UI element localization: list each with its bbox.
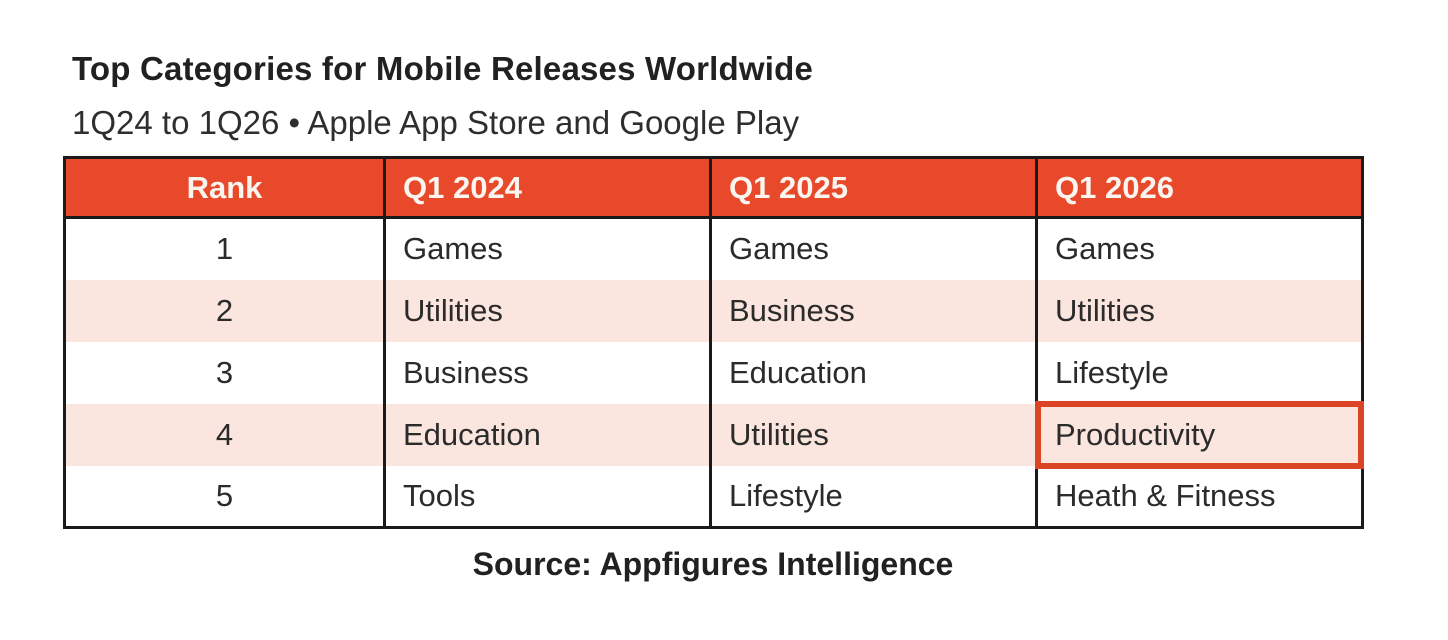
category-cell: Business bbox=[709, 279, 1037, 342]
infographic: Top Categories for Mobile Releases World… bbox=[63, 0, 1364, 583]
column-header-q1-2025: Q1 2025 bbox=[709, 157, 1037, 219]
column-header-rank: Rank bbox=[64, 157, 385, 219]
categories-table: Rank Q1 2024 Q1 2025 Q1 2026 1 Games Games… bbox=[63, 156, 1364, 529]
category-cell: Tools bbox=[383, 465, 711, 528]
rank-cell: 4 bbox=[64, 403, 385, 466]
category-cell: Utilities bbox=[709, 403, 1037, 466]
rank-cell: 1 bbox=[64, 217, 385, 280]
rank-cell: 3 bbox=[64, 341, 385, 404]
category-cell: Business bbox=[383, 341, 711, 404]
table-row: 3 Business Education Lifestyle bbox=[64, 341, 1363, 404]
table-row: 2 Utilities Business Utilities bbox=[64, 279, 1363, 342]
rank-cell: 5 bbox=[64, 465, 385, 528]
category-cell: Games bbox=[383, 217, 711, 280]
rank-cell: 2 bbox=[64, 279, 385, 342]
category-cell: Utilities bbox=[383, 279, 711, 342]
chart-subtitle: 1Q24 to 1Q26 • Apple App Store and Googl… bbox=[72, 104, 800, 141]
category-cell: Utilities bbox=[1035, 279, 1363, 342]
category-cell: Education bbox=[709, 341, 1037, 404]
category-cell: Productivity bbox=[1035, 400, 1364, 469]
header-row: Rank Q1 2024 Q1 2025 Q1 2026 bbox=[64, 157, 1363, 219]
category-cell: Education bbox=[383, 403, 711, 466]
category-cell: Games bbox=[1035, 217, 1363, 280]
source-caption: Source: Appfigures Intelligence bbox=[472, 546, 954, 582]
table-row: 4 Education Utilities Productivity bbox=[64, 400, 1364, 469]
category-cell: Lifestyle bbox=[1035, 341, 1363, 404]
category-cell: Games bbox=[709, 217, 1037, 280]
highlight-frame bbox=[1035, 400, 1364, 469]
table-row: 5 Tools Lifestyle Heath & Fitness bbox=[64, 465, 1363, 528]
chart-title: Top Categories for Mobile Releases World… bbox=[72, 50, 814, 87]
category-cell: Heath & Fitness bbox=[1035, 465, 1363, 528]
column-header-q1-2026: Q1 2026 bbox=[1035, 157, 1363, 219]
category-cell: Lifestyle bbox=[709, 465, 1037, 528]
column-header-q1-2024: Q1 2024 bbox=[383, 157, 711, 219]
table-row: 1 Games Games Games bbox=[64, 217, 1363, 280]
